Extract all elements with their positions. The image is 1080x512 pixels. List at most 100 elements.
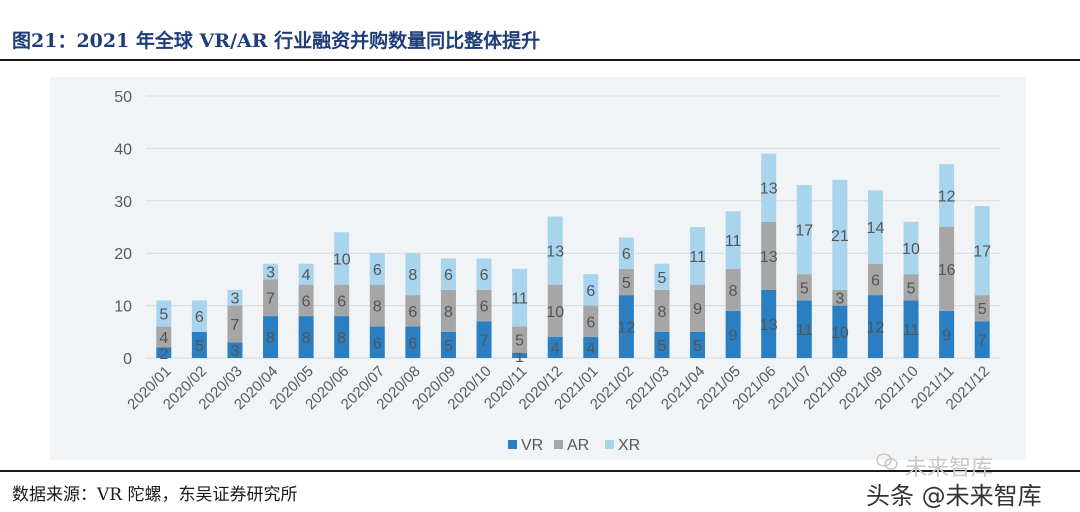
bar-segment-xr <box>227 289 243 306</box>
bar-segment-ar <box>796 274 812 301</box>
data-label-vr: 7 <box>978 333 987 350</box>
data-label-xr: 17 <box>973 244 991 261</box>
bar-segment-vr <box>832 305 848 358</box>
legend-swatch-vr <box>508 440 517 449</box>
bar-segment-vr <box>690 331 706 358</box>
data-label-ar: 10 <box>546 304 564 321</box>
bar-segment-vr <box>476 321 492 358</box>
data-label-xr: 12 <box>938 189 956 206</box>
y-tick-label: 30 <box>114 194 132 211</box>
data-label-vr: 10 <box>831 325 849 342</box>
bar-segment-vr <box>796 300 812 358</box>
data-label-vr: 11 <box>903 322 920 339</box>
bar-segment-vr <box>405 326 421 358</box>
bar-segment-vr <box>227 342 243 358</box>
y-tick-label: 20 <box>114 246 132 263</box>
data-label-vr: 4 <box>586 341 595 358</box>
data-label-ar: 13 <box>760 249 778 266</box>
data-label-ar: 8 <box>729 283 738 300</box>
bar-segment-xr <box>369 253 385 285</box>
data-label-xr: 4 <box>302 267 311 284</box>
bar-segment-vr <box>334 316 350 358</box>
data-label-xr: 3 <box>266 265 275 282</box>
data-label-xr: 5 <box>159 306 168 323</box>
data-label-xr: 6 <box>444 267 453 284</box>
data-label-vr: 12 <box>617 320 635 337</box>
data-label-ar: 6 <box>871 272 880 289</box>
bar-segment-xr <box>867 190 883 264</box>
bar-segment-xr <box>547 216 563 285</box>
bar-segment-ar <box>761 221 777 290</box>
data-label-ar: 5 <box>978 301 987 318</box>
y-tick-label: 50 <box>114 89 132 106</box>
data-label-xr: 6 <box>586 283 595 300</box>
bar-segment-vr <box>939 310 955 358</box>
data-label-xr: 13 <box>546 244 564 261</box>
data-label-ar: 5 <box>622 275 631 292</box>
data-label-vr: 7 <box>480 333 489 350</box>
y-tick-label: 40 <box>114 141 132 158</box>
data-label-xr: 11 <box>725 233 742 250</box>
bar-segment-ar <box>263 279 279 317</box>
bar-segment-ar <box>618 268 634 296</box>
legend-label-xr: XR <box>618 437 640 454</box>
data-label-xr: 3 <box>231 291 240 308</box>
bar-segment-vr <box>191 331 207 358</box>
bar-segment-xr <box>512 268 528 327</box>
data-label-ar: 3 <box>835 291 844 308</box>
bar-segment-xr <box>796 185 812 275</box>
chart-area <box>50 77 1026 460</box>
data-label-vr: 5 <box>693 338 702 355</box>
data-label-ar: 4 <box>159 330 168 347</box>
bar-segment-xr <box>761 153 777 222</box>
data-label-xr: 11 <box>689 249 706 266</box>
bar-segment-ar <box>334 284 350 317</box>
bar-segment-xr <box>405 253 421 296</box>
data-label-xr: 14 <box>867 220 885 237</box>
data-label-xr: 21 <box>831 228 849 245</box>
title-divider <box>0 59 1080 61</box>
bar-segment-ar <box>903 274 919 301</box>
data-label-vr: 9 <box>942 327 951 344</box>
wechat-logo-icon <box>876 453 898 470</box>
watermark-faint: 未来智库 <box>905 456 994 481</box>
bar-segment-ar <box>832 289 848 306</box>
bar-segment-ar <box>227 305 243 343</box>
bar-segment-vr <box>618 295 634 358</box>
bar-segment-ar <box>476 289 492 322</box>
bar-segment-xr <box>263 263 279 280</box>
data-label-ar: 6 <box>480 299 489 316</box>
data-label-ar: 6 <box>408 304 417 321</box>
bar-segment-ar <box>156 326 172 348</box>
legend-swatch-xr <box>605 440 614 449</box>
bar-segment-xr <box>618 237 634 269</box>
bar-segment-vr <box>725 310 741 358</box>
data-label-vr: 2 <box>159 346 168 363</box>
y-tick-label: 0 <box>123 351 132 368</box>
watermark: 头条 @未来智库 <box>866 482 1042 510</box>
bar-segment-vr <box>440 331 456 358</box>
data-label-ar: 7 <box>266 291 275 308</box>
bar-segment-vr <box>263 316 279 358</box>
data-label-ar: 5 <box>800 280 809 297</box>
data-label-xr: 13 <box>760 181 778 198</box>
bar-segment-ar <box>974 295 990 322</box>
bar-segment-ar <box>298 284 314 317</box>
data-label-ar: 7 <box>231 317 240 334</box>
data-label-xr: 8 <box>408 267 417 284</box>
data-label-ar: 8 <box>444 304 453 321</box>
bar-segment-xr <box>974 206 990 296</box>
bar-segment-ar <box>867 263 883 296</box>
bar-segment-xr <box>939 164 955 227</box>
data-label-ar: 6 <box>302 293 311 310</box>
bar-segment-ar <box>654 289 670 332</box>
data-label-vr: 4 <box>551 341 560 358</box>
bar-segment-vr <box>298 316 314 358</box>
bar-segment-vr <box>547 337 563 358</box>
data-label-vr: 6 <box>373 335 382 352</box>
data-label-xr: 11 <box>511 291 528 308</box>
bar-segment-xr <box>476 258 492 290</box>
data-label-xr: 6 <box>373 262 382 279</box>
data-label-ar: 8 <box>373 299 382 316</box>
data-label-xr: 10 <box>333 251 351 268</box>
